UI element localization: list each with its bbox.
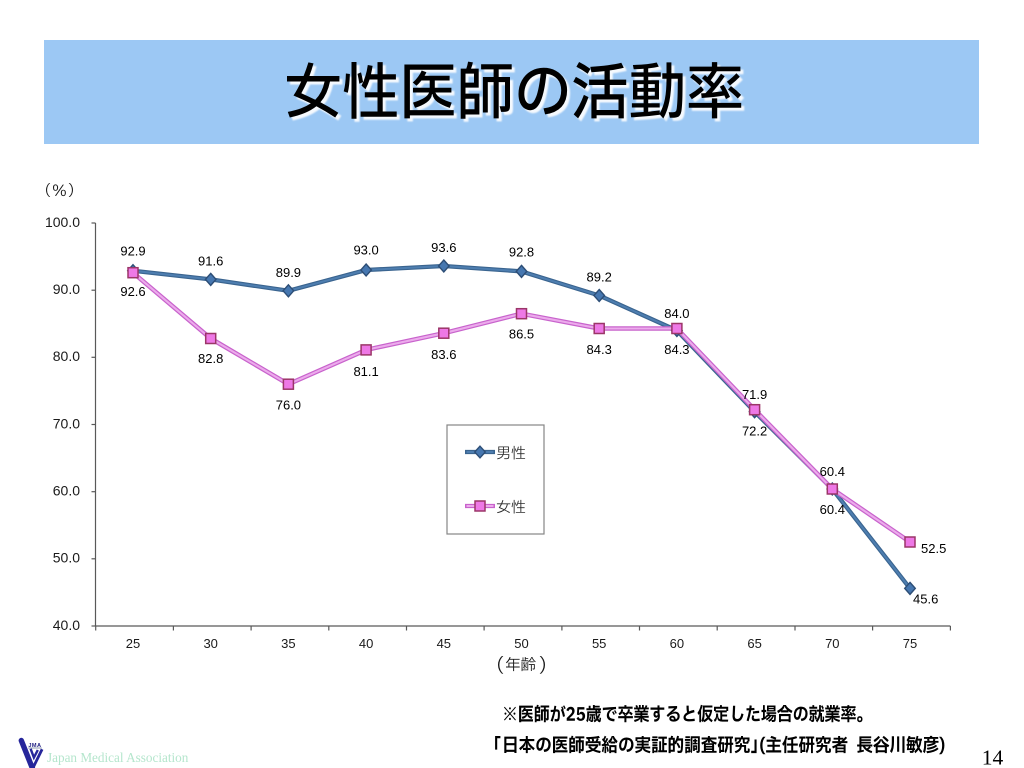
svg-text:93.0: 93.0 — [353, 243, 378, 258]
svg-text:65: 65 — [747, 636, 761, 651]
svg-text:52.5: 52.5 — [921, 541, 946, 556]
svg-text:91.6: 91.6 — [198, 254, 223, 269]
svg-text:84.3: 84.3 — [587, 342, 612, 357]
svg-text:92.9: 92.9 — [120, 243, 145, 258]
svg-text:92.8: 92.8 — [509, 244, 534, 259]
svg-text:45.6: 45.6 — [913, 591, 938, 606]
svg-text:30: 30 — [203, 636, 217, 651]
svg-text:100.0: 100.0 — [45, 214, 80, 230]
svg-text:71.9: 71.9 — [742, 387, 767, 402]
svg-text:14: 14 — [982, 746, 1004, 768]
svg-text:72.2: 72.2 — [742, 424, 767, 439]
svg-text:92.6: 92.6 — [120, 284, 145, 299]
svg-text:JMA: JMA — [28, 743, 41, 749]
svg-text:40.0: 40.0 — [53, 617, 80, 633]
svg-text:Japan Medical Association: Japan Medical Association — [47, 750, 189, 765]
svg-text:89.9: 89.9 — [276, 265, 301, 280]
svg-text:75: 75 — [903, 636, 917, 651]
svg-text:89.2: 89.2 — [587, 270, 612, 285]
svg-text:93.6: 93.6 — [431, 240, 456, 255]
svg-text:90.0: 90.0 — [53, 281, 80, 297]
svg-text:60.4: 60.4 — [820, 502, 845, 517]
svg-text:40: 40 — [359, 636, 373, 651]
svg-text:86.5: 86.5 — [509, 327, 534, 342]
svg-text:45: 45 — [437, 636, 451, 651]
svg-text:82.8: 82.8 — [198, 351, 223, 366]
svg-text:60.4: 60.4 — [820, 464, 845, 479]
svg-text:60.0: 60.0 — [53, 483, 80, 499]
svg-text:83.6: 83.6 — [431, 347, 456, 362]
svg-text:50.0: 50.0 — [53, 550, 80, 566]
svg-text:50: 50 — [514, 636, 528, 651]
svg-text:70.0: 70.0 — [53, 415, 80, 431]
svg-text:60: 60 — [670, 636, 684, 651]
svg-text:76.0: 76.0 — [276, 397, 301, 412]
svg-text:80.0: 80.0 — [53, 348, 80, 364]
svg-text:81.1: 81.1 — [353, 364, 378, 379]
svg-text:25: 25 — [126, 636, 140, 651]
svg-text:35: 35 — [281, 636, 295, 651]
svg-text:84.0: 84.0 — [664, 306, 689, 321]
svg-text:55: 55 — [592, 636, 606, 651]
svg-text:84.3: 84.3 — [664, 342, 689, 357]
svg-text:70: 70 — [825, 636, 839, 651]
